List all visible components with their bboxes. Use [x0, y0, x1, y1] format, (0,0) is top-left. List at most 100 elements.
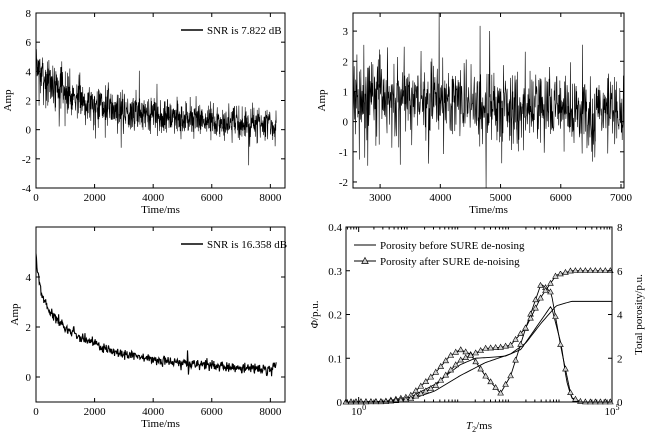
legend-marker	[361, 256, 369, 264]
series-marker	[472, 358, 479, 365]
x-axis-label-sym: T	[466, 420, 473, 432]
series-marker	[362, 398, 370, 405]
series-marker	[517, 330, 524, 337]
series-marker	[462, 354, 470, 361]
y-tick-label: 8	[26, 8, 32, 20]
x-tick-base: 10	[605, 406, 617, 418]
y-tick-label: 0	[343, 117, 349, 129]
signal-line	[35, 49, 277, 166]
y-tick-label: 0.2	[328, 310, 342, 322]
series-marker	[497, 389, 504, 396]
y-axis-label-unit: /p.u.	[309, 300, 321, 320]
x-tick-label: 0	[33, 192, 39, 204]
series-marker	[492, 383, 499, 390]
x-axis-label: Time/ms	[469, 204, 508, 216]
series-marker	[442, 371, 450, 378]
series-marker	[532, 296, 539, 303]
axes-frame	[35, 12, 286, 189]
series-marker	[547, 279, 554, 286]
x-tick-label: 4000	[142, 406, 165, 418]
series-marker	[552, 272, 559, 279]
x-tick-base: 10	[351, 406, 363, 418]
series-marker	[547, 288, 554, 295]
y-tick-label: 6	[26, 37, 32, 49]
y-axis-label: Amp	[2, 89, 14, 112]
series-marker	[407, 395, 415, 401]
y-tick-label: 0.1	[328, 353, 342, 365]
series-marker	[442, 357, 450, 364]
legend-label: Porosity before SURE de-nosing	[380, 240, 525, 252]
y-tick-label: 4	[26, 272, 32, 284]
series-marker	[597, 267, 604, 274]
plot-area	[36, 227, 285, 402]
y-tick-label: 0	[337, 397, 343, 409]
series-marker	[462, 348, 470, 355]
series-marker	[592, 267, 599, 274]
series-marker	[487, 344, 494, 351]
series-marker	[512, 356, 519, 363]
series-marker	[487, 378, 494, 385]
y-tick-label: 0.4	[328, 222, 342, 234]
x-tick-label: 4000	[142, 192, 165, 204]
series-marker	[522, 324, 529, 331]
x-tick-label: 3000	[369, 192, 392, 204]
series-marker	[572, 395, 579, 402]
series-marker	[537, 281, 544, 288]
y-tick-label: 1	[343, 86, 349, 98]
y-tick-label: 3	[343, 26, 349, 38]
series-marker	[517, 340, 524, 347]
series-marker	[422, 378, 430, 384]
y-right-tick-label: 2	[617, 353, 623, 365]
series-marker	[447, 351, 455, 358]
legend-label: SNR is 16.358 dB	[207, 239, 287, 251]
x-tick-label: 2000	[84, 406, 107, 418]
series-marker	[562, 365, 569, 372]
series-marker	[347, 398, 355, 405]
axes-frame	[352, 12, 625, 189]
series-marker	[577, 267, 584, 274]
axes-frame	[35, 226, 286, 403]
x-tick-label: 6000	[201, 406, 224, 418]
x-tick-label: 105	[605, 403, 620, 418]
series-marker	[472, 349, 479, 356]
signal-line	[352, 12, 625, 189]
series-marker	[457, 356, 465, 363]
series-marker	[352, 398, 360, 405]
legend-box	[177, 234, 281, 254]
series-marker	[437, 362, 445, 369]
y-tick-label: -2	[339, 177, 348, 189]
y-right-tick-label: 4	[617, 310, 623, 322]
series-marker	[392, 397, 400, 403]
series-marker	[582, 267, 589, 274]
series-marker	[417, 382, 425, 389]
legend-label: SNR is 7.822 dB	[207, 25, 282, 37]
panel-3: 0 2000 4000 6000 8000 0 2 4 Time/ms Amp SNR is 16.…	[9, 227, 287, 430]
series-marker	[542, 287, 549, 293]
panel-2: 3000 4000 5000 6000 7000 -2 -1 0 1 2 3 Time/ms Amp	[316, 12, 632, 216]
x-tick-label: 5000	[490, 192, 513, 204]
x-tick-label: 4000	[429, 192, 452, 204]
x-axis-label: Time/ms	[141, 418, 180, 430]
y-right-tick-label: 8	[617, 222, 623, 234]
series-marker	[557, 340, 564, 347]
series-marker	[427, 385, 435, 391]
y-right-axis-label: Total porosity/p.u.	[633, 274, 645, 355]
y-axis-label: Amp	[316, 89, 328, 112]
signal-line	[35, 253, 277, 377]
y-axis-label: Φ/p.u.	[309, 300, 321, 328]
series-marker	[377, 398, 385, 405]
x-axis-label: Time/ms	[141, 204, 180, 216]
x-tick-label: 0	[33, 406, 39, 418]
y-tick-label: -4	[22, 183, 32, 195]
series-marker	[452, 361, 460, 368]
y-tick-label: 0	[26, 372, 32, 384]
series-marker	[367, 398, 375, 405]
series-marker	[587, 267, 594, 274]
series-marker	[497, 343, 504, 350]
series-marker	[457, 346, 465, 353]
series-marker	[602, 267, 609, 274]
y-tick-label: 2	[343, 56, 349, 68]
series-marker	[477, 365, 484, 372]
